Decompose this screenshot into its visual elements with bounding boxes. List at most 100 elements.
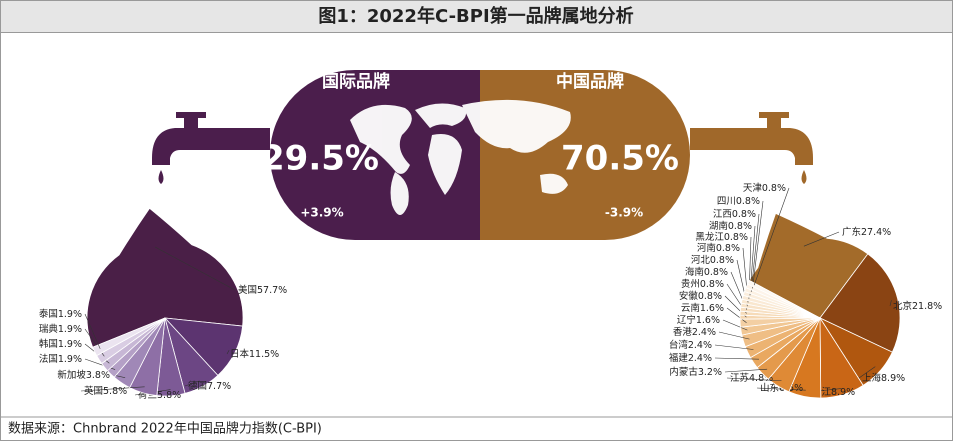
leader-line	[752, 200, 764, 289]
slice-value-label: 0.8%	[736, 196, 760, 207]
leader-line	[714, 357, 759, 360]
slice-value-label: 0.8%	[710, 255, 734, 266]
slice-category: 黑龙江	[695, 231, 724, 243]
slice-label: 四川0.8%	[717, 196, 760, 207]
slice-value-label: 0.8%	[704, 267, 728, 278]
title-bar	[0, 0, 953, 33]
banner-change: -3.9%	[605, 206, 643, 220]
slice-label: 江苏4.8%	[730, 372, 773, 384]
slice-label: 香港2.4%	[673, 326, 716, 338]
slice-category: 香港	[673, 326, 693, 338]
slice-category: 福建	[669, 352, 689, 364]
banner-change: +3.9%	[300, 206, 343, 220]
slice-category: 法国	[39, 353, 58, 365]
slice-category: 海南	[685, 266, 704, 278]
slice-value-label: 3.8%	[86, 370, 110, 381]
slice-label: 英国5.8%	[84, 385, 127, 397]
slice-category: 辽宁	[677, 314, 696, 326]
slice-value-label: 27.4%	[861, 227, 891, 238]
slice-category: 新加坡	[57, 369, 86, 381]
slice-label: 河北0.8%	[691, 254, 734, 266]
slice-category: 天津	[743, 183, 763, 194]
slice-label: 河南0.8%	[697, 242, 740, 254]
pie-slice	[92, 317, 166, 357]
slice-category: 北京	[893, 300, 912, 312]
slice-value-label: 7.7%	[207, 381, 231, 392]
slice-value-label: 2.4%	[688, 353, 712, 364]
slice-label: 福建2.4%	[669, 352, 712, 364]
slice-value-label: 3.2%	[698, 367, 722, 378]
world-map	[350, 99, 571, 215]
slice-value-label: 0.8%	[732, 209, 756, 220]
leader-line	[724, 368, 768, 373]
slice-category: 广东	[842, 226, 861, 238]
slice-value-label: 1.9%	[58, 354, 82, 365]
leader-line	[714, 344, 754, 350]
slice-category: 云南	[681, 302, 700, 314]
leader-line	[753, 187, 790, 286]
pie-slice	[747, 279, 821, 319]
slice-value-label: 0.8%	[716, 243, 740, 254]
slice-value-label: 0.8%	[700, 279, 724, 290]
slice-value-label: 6.5%	[779, 383, 803, 394]
slice-category: 江西	[713, 209, 732, 220]
slice-value-label: 11.5%	[249, 349, 279, 360]
slice-category: 德国	[188, 380, 207, 392]
slice-label: 辽宁1.6%	[677, 314, 720, 326]
slice-label: 瑞典1.9%	[39, 323, 82, 335]
slice-label: 上海8.9%	[862, 372, 905, 384]
slice-label: 黑龙江0.8%	[695, 231, 748, 243]
slice-label: 泰国1.9%	[39, 308, 82, 320]
leader-line	[80, 386, 145, 392]
slice-category: 泰国	[39, 308, 58, 320]
slice-label: 云南1.6%	[681, 302, 724, 314]
slice-value-label: 0.8%	[698, 291, 722, 302]
slice-label: 韩国1.9%	[39, 338, 82, 350]
slice-category: 上海	[862, 372, 882, 384]
slice-category: 台湾	[669, 339, 689, 351]
slice-label: 北京21.8%	[893, 300, 942, 312]
slice-category: 韩国	[39, 338, 58, 350]
slice-value-label: 21.8%	[912, 301, 942, 312]
slice-value-label: 5.8%	[157, 390, 181, 401]
slice-value-label: 1.6%	[696, 315, 720, 326]
slice-value-label: 4.8%	[749, 373, 773, 384]
leader-line	[226, 350, 230, 355]
slice-label: 海南0.8%	[685, 266, 728, 278]
slice-label: 内蒙古3.2%	[669, 366, 722, 378]
leader-line	[858, 366, 876, 379]
banner-share: 70.5%	[561, 139, 679, 179]
slice-category: 山东	[760, 382, 779, 394]
banner-label: 中国品牌	[556, 71, 624, 92]
slice-category: 河北	[691, 254, 711, 266]
slice-label: 新加坡3.8%	[57, 369, 110, 381]
slice-category: 四川	[717, 196, 736, 207]
leader-line	[726, 307, 747, 323]
faucet-right	[690, 112, 813, 184]
slice-value-label: 2.4%	[688, 340, 712, 351]
slice-label: 贵州0.8%	[681, 278, 724, 290]
faucet-left	[152, 112, 270, 184]
slice-category: 瑞典	[39, 323, 59, 335]
leader-line	[718, 331, 750, 340]
slice-value-label: 57.7%	[257, 285, 287, 296]
slice-value-label: 1.9%	[58, 324, 82, 335]
slice-category: 内蒙古	[669, 366, 698, 378]
slice-category: 英国	[84, 385, 103, 397]
leader-line	[750, 213, 760, 292]
banner-share: 29.5%	[261, 139, 379, 179]
leader-line	[722, 319, 748, 331]
slice-label: 美国57.7%	[238, 284, 287, 296]
slice-category: 日本	[230, 348, 250, 360]
slice-label: 江西0.8%	[713, 209, 756, 220]
slice-value-label: 1.9%	[58, 309, 82, 320]
slice-label: 广东27.4%	[842, 226, 891, 238]
leader-line	[889, 300, 892, 307]
leader-line	[154, 246, 236, 291]
slice-label: 台湾2.4%	[669, 339, 712, 351]
pie-slice	[86, 207, 244, 348]
leader-line	[726, 377, 782, 382]
leader-line	[84, 313, 101, 349]
slice-value-label: 0.8%	[762, 183, 786, 194]
